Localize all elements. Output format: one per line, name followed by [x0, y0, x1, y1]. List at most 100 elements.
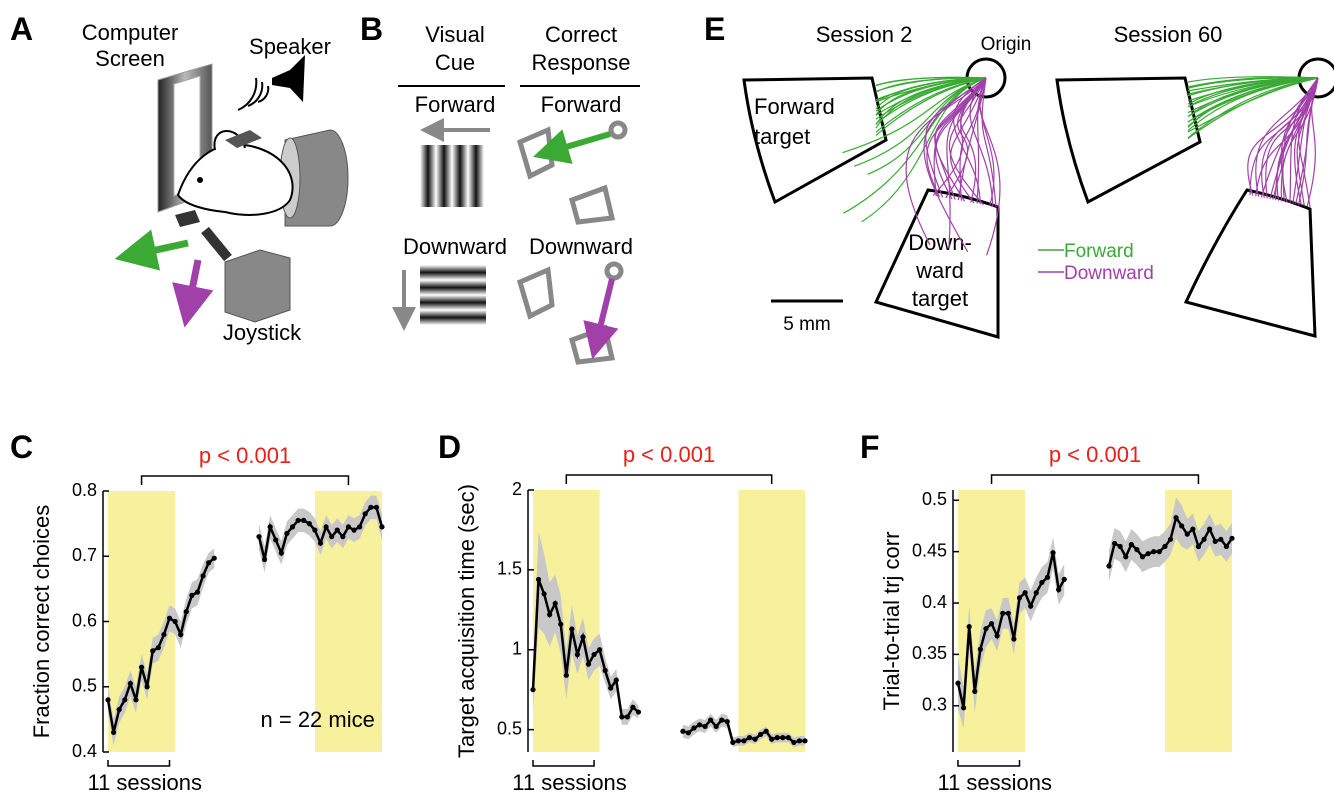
point [139, 665, 144, 670]
point [268, 524, 273, 529]
point [1028, 604, 1033, 609]
comparison-label: p < 0.001 [1049, 442, 1141, 467]
point [1006, 611, 1011, 616]
y-tick-label: 0.7 [72, 545, 97, 565]
comparison-bracket [992, 475, 1199, 484]
point [586, 662, 591, 667]
comparison-bracket [142, 476, 349, 485]
point [1224, 544, 1229, 549]
panel-b: B Visual Cue Correct Response Forward Fo… [360, 11, 640, 362]
point [1146, 551, 1151, 556]
eye [197, 177, 203, 183]
grating-horizontal [420, 265, 486, 325]
point [961, 705, 966, 710]
arrow-downward [190, 260, 198, 300]
point [1106, 563, 1111, 568]
point [708, 717, 713, 722]
scale-bar [108, 760, 170, 766]
sound [238, 78, 268, 110]
point [989, 621, 994, 626]
trajectories [842, 77, 1318, 256]
legend-label: Downward [1064, 263, 1154, 284]
scale-bar-label: 11 sessions [937, 770, 1052, 795]
panel-letter: B [360, 11, 383, 47]
point [1045, 575, 1050, 580]
y-tick-label: 0.5 [922, 489, 947, 509]
page: { "panel_a": {"letter": "A", "screen_lab… [0, 0, 1334, 798]
point [608, 685, 613, 690]
point [335, 528, 340, 533]
point [558, 622, 563, 627]
point [1173, 515, 1178, 520]
comparison-label: p < 0.001 [623, 442, 715, 467]
panel-letter: F [860, 429, 880, 465]
point [719, 717, 724, 722]
panel-letter: E [704, 11, 725, 47]
figure: A Computer Screen Speaker Joystick B Vis… [0, 0, 1334, 798]
point [714, 724, 719, 729]
point [797, 738, 802, 743]
y-tick-label: 0.4 [72, 741, 97, 761]
target-label: target [754, 124, 810, 149]
point [1157, 549, 1162, 554]
point [206, 560, 211, 565]
point [212, 556, 217, 561]
point [747, 735, 752, 740]
point [758, 732, 763, 737]
comparison-label: p < 0.001 [199, 443, 291, 468]
row-label: Forward [541, 92, 622, 117]
point [1129, 542, 1134, 547]
y-tick-label: 0.5 [497, 718, 522, 738]
point [184, 609, 189, 614]
point [741, 738, 746, 743]
scale-label: 5 mm [783, 314, 831, 335]
point [1151, 549, 1156, 554]
point [597, 647, 602, 652]
point [279, 550, 284, 555]
point [625, 714, 630, 719]
panel-letter: A [10, 11, 33, 47]
y-tick-label: 0.8 [72, 480, 97, 500]
point [340, 534, 345, 539]
point [178, 632, 183, 637]
point [702, 724, 707, 729]
point [1118, 544, 1123, 549]
pad [175, 210, 200, 227]
point [256, 534, 261, 539]
y-tick-label: 1.5 [497, 559, 522, 579]
point [150, 648, 155, 653]
point [189, 593, 194, 598]
scale-bar [533, 760, 594, 766]
point [972, 689, 977, 694]
point [173, 619, 178, 624]
point [1140, 554, 1145, 559]
point [1179, 523, 1184, 528]
point [730, 740, 735, 745]
point [111, 730, 116, 735]
y-axis-label: Target acquisition time (sec) [454, 484, 479, 758]
point [1185, 532, 1190, 537]
panel-e: E Session 2 Session 60 Origin Forward ta… [704, 11, 1334, 337]
point [346, 524, 351, 529]
label: Computer [82, 20, 179, 45]
point [580, 634, 585, 639]
point [357, 524, 362, 529]
point [1056, 587, 1061, 592]
point [329, 534, 334, 539]
point [530, 687, 535, 692]
point [1017, 595, 1022, 600]
point [363, 511, 368, 516]
point [1229, 536, 1234, 541]
point [351, 528, 356, 533]
y-tick-label: 0.5 [72, 676, 97, 696]
point [200, 573, 205, 578]
grating-vertical [420, 145, 484, 207]
target-label: target [912, 286, 968, 311]
session-title: Session 2 [816, 22, 913, 47]
row-label: Forward [415, 92, 496, 117]
point [323, 524, 328, 529]
point [591, 652, 596, 657]
point [1011, 636, 1016, 641]
legend-label: Forward [1064, 241, 1134, 262]
point [374, 505, 379, 510]
